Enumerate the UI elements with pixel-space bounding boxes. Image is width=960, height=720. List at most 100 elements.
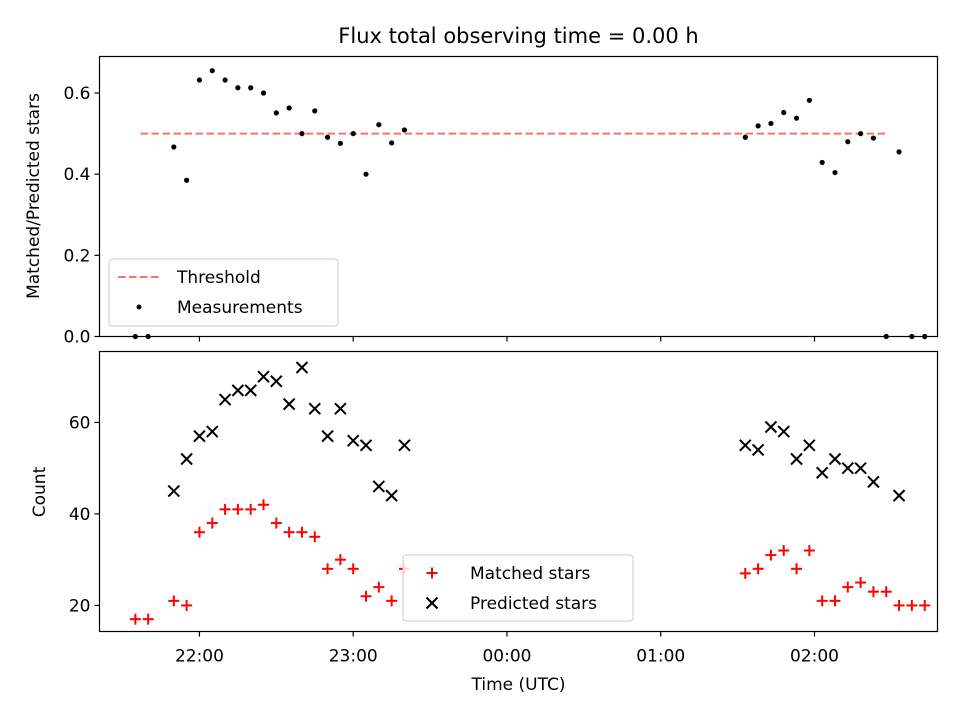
matched-star-marker — [322, 563, 334, 575]
top-y-ticks: 0.0 0.2 0.4 0.6 — [63, 84, 100, 348]
legend-matched-label: Matched stars — [470, 564, 590, 584]
predicted-star-marker-b — [231, 384, 245, 397]
measurement-point — [196, 77, 203, 83]
predicted-star-marker — [828, 452, 842, 466]
matched-star-marker — [893, 599, 905, 611]
predicted-star-marker — [764, 420, 778, 434]
matched-star-marker — [842, 581, 854, 593]
bottom-plot-frame — [98, 350, 939, 633]
y-tick-label: 20 — [69, 596, 91, 616]
predicted-star-marker — [803, 439, 816, 452]
measurement-point — [209, 68, 215, 74]
predicted-star-marker — [180, 452, 193, 466]
predicted-star-marker — [193, 429, 206, 443]
predicted-star-marker — [206, 425, 219, 438]
matched-star-marker — [373, 581, 385, 593]
predicted-star-marker-b — [206, 425, 219, 438]
x-tick-label: 01:00 — [636, 647, 685, 667]
measurement-point — [299, 131, 305, 137]
predicted-star-marker — [739, 439, 752, 452]
chart-title: Flux total observing time = 0.00 h — [338, 24, 698, 48]
legend-predicted-swatch — [425, 596, 439, 610]
predicted-star-marker-b — [282, 397, 296, 411]
predicted-star-marker — [777, 425, 790, 438]
x-tick-label: 23:00 — [329, 647, 378, 667]
predicted-star-marker-b — [321, 429, 334, 443]
y-tick-label: 0.0 — [63, 328, 90, 348]
bottom-y-ticks: 20 40 60 — [69, 413, 100, 616]
predicted-star-marker-b — [244, 384, 257, 397]
matched-star-marker — [270, 517, 282, 529]
bottom-panel: 20 40 60 22:00 23:00 00:00 01:00 02:00 Count T… — [30, 350, 939, 695]
predicted-star-marker-b — [334, 402, 347, 415]
bottom-y-axis-label: Count — [30, 466, 50, 517]
matched-star-marker — [791, 563, 803, 575]
matched-star-marker — [347, 563, 359, 575]
measurement-point — [896, 149, 902, 155]
predicted-star-marker-b — [790, 452, 803, 466]
predicted-star-marker — [790, 452, 803, 466]
top-x-ticks — [198, 336, 816, 342]
predicted-star-marker — [282, 397, 296, 411]
matched-star-marker — [129, 613, 141, 625]
measurement-point — [337, 140, 343, 146]
y-tick-label: 0.6 — [63, 84, 90, 104]
predicted-star-marker — [346, 434, 360, 447]
matched-star-marker — [906, 599, 918, 611]
matched-star-marker — [752, 563, 764, 575]
legend-predicted-label: Predicted stars — [470, 594, 597, 614]
predicted-star-marker — [321, 429, 334, 443]
predicted-star-marker — [372, 480, 386, 493]
predicted-star-marker-b — [841, 461, 855, 475]
predicted-star-marker — [218, 393, 232, 406]
matched-star-marker — [334, 554, 346, 566]
predicted-star-marker-b — [751, 443, 765, 457]
predicted-star-marker-b — [295, 361, 309, 374]
measurement-point — [286, 105, 292, 111]
measurement-point — [845, 139, 851, 145]
predicted-star-marker — [398, 439, 411, 452]
measurement-point — [324, 134, 331, 140]
predicted-star-marker — [892, 489, 906, 502]
predicted-star-marker — [841, 461, 855, 475]
y-tick-label: 0.4 — [63, 165, 90, 185]
measurement-point — [806, 97, 812, 103]
matched-star-marker — [283, 526, 295, 538]
matched-star-marker — [919, 599, 931, 611]
matched-star-marker — [829, 595, 841, 607]
matched-star-marker — [803, 545, 815, 557]
matched-star-marker — [232, 503, 244, 515]
predicted-star-marker-b — [167, 484, 181, 498]
matched-star-marker — [245, 503, 257, 515]
predicted-star-marker — [231, 384, 245, 397]
matched-star-marker — [765, 549, 777, 561]
matched-star-marker — [258, 499, 270, 511]
predicted-star-marker — [270, 375, 283, 388]
predicted-star-marker — [257, 370, 270, 383]
measurement-point — [350, 131, 356, 137]
predicted-star-marker-b — [346, 434, 360, 447]
matched-star-marker — [386, 595, 398, 607]
y-tick-label: 60 — [69, 413, 91, 433]
predicted-star-marker-b — [828, 452, 842, 466]
matched-star-marker — [778, 545, 790, 557]
measurement-point — [248, 85, 254, 91]
matched-star-marker — [206, 517, 218, 529]
measurement-point — [832, 169, 838, 176]
top-legend-box — [108, 258, 339, 327]
y-tick-label: 40 — [69, 505, 91, 525]
top-y-axis-label: Matched/Predicted stars — [24, 93, 44, 299]
matched-star-marker — [142, 613, 154, 625]
matched-star-marker — [867, 586, 879, 598]
matched-star-marker — [193, 526, 205, 538]
measurement-point — [184, 177, 190, 183]
measurement-point — [363, 171, 369, 177]
top-panel: 0.0 0.2 0.4 0.6 Matched/Predicted stars Thr… — [24, 55, 939, 348]
top-legend: Threshold Measurements — [108, 258, 339, 327]
legend-measurements-label: Measurements — [177, 298, 303, 318]
matched-star-marker — [181, 599, 193, 611]
measurement-point — [171, 144, 177, 150]
matched-star-marker — [739, 567, 751, 579]
predicted-star-marker-b — [739, 439, 752, 452]
predicted-star-marker — [244, 384, 257, 397]
